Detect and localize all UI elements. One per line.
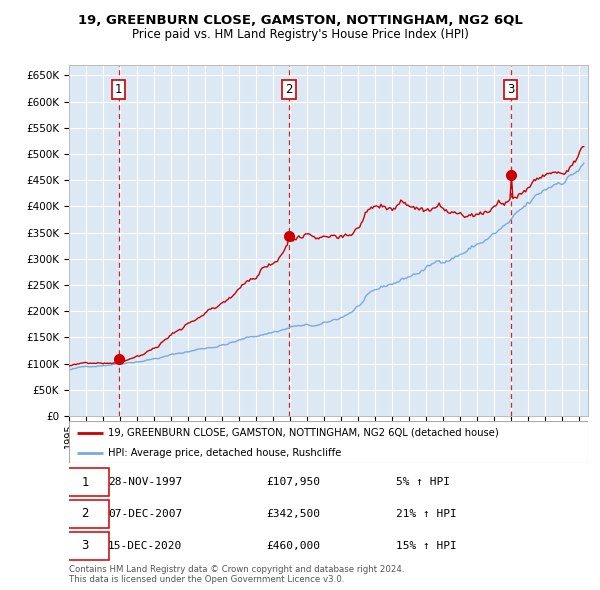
Text: 3: 3 xyxy=(507,83,514,96)
Text: This data is licensed under the Open Government Licence v3.0.: This data is licensed under the Open Gov… xyxy=(69,575,344,584)
Text: 2: 2 xyxy=(82,507,89,520)
Text: 3: 3 xyxy=(82,539,89,552)
Text: 19, GREENBURN CLOSE, GAMSTON, NOTTINGHAM, NG2 6QL: 19, GREENBURN CLOSE, GAMSTON, NOTTINGHAM… xyxy=(77,14,523,27)
Text: 21% ↑ HPI: 21% ↑ HPI xyxy=(396,509,457,519)
Text: 2: 2 xyxy=(285,83,293,96)
Text: 28-NOV-1997: 28-NOV-1997 xyxy=(108,477,182,487)
FancyBboxPatch shape xyxy=(61,532,109,560)
Text: £460,000: £460,000 xyxy=(266,541,320,550)
Text: 1: 1 xyxy=(82,476,89,489)
Text: 1: 1 xyxy=(115,83,122,96)
Text: £342,500: £342,500 xyxy=(266,509,320,519)
Text: 5% ↑ HPI: 5% ↑ HPI xyxy=(396,477,450,487)
Text: 15% ↑ HPI: 15% ↑ HPI xyxy=(396,541,457,550)
Text: Price paid vs. HM Land Registry's House Price Index (HPI): Price paid vs. HM Land Registry's House … xyxy=(131,28,469,41)
Text: 19, GREENBURN CLOSE, GAMSTON, NOTTINGHAM, NG2 6QL (detached house): 19, GREENBURN CLOSE, GAMSTON, NOTTINGHAM… xyxy=(108,428,499,438)
Text: HPI: Average price, detached house, Rushcliffe: HPI: Average price, detached house, Rush… xyxy=(108,448,341,457)
Text: Contains HM Land Registry data © Crown copyright and database right 2024.: Contains HM Land Registry data © Crown c… xyxy=(69,565,404,573)
Text: £107,950: £107,950 xyxy=(266,477,320,487)
FancyBboxPatch shape xyxy=(61,500,109,528)
FancyBboxPatch shape xyxy=(61,468,109,496)
FancyBboxPatch shape xyxy=(69,421,588,463)
Text: 15-DEC-2020: 15-DEC-2020 xyxy=(108,541,182,550)
Text: 07-DEC-2007: 07-DEC-2007 xyxy=(108,509,182,519)
